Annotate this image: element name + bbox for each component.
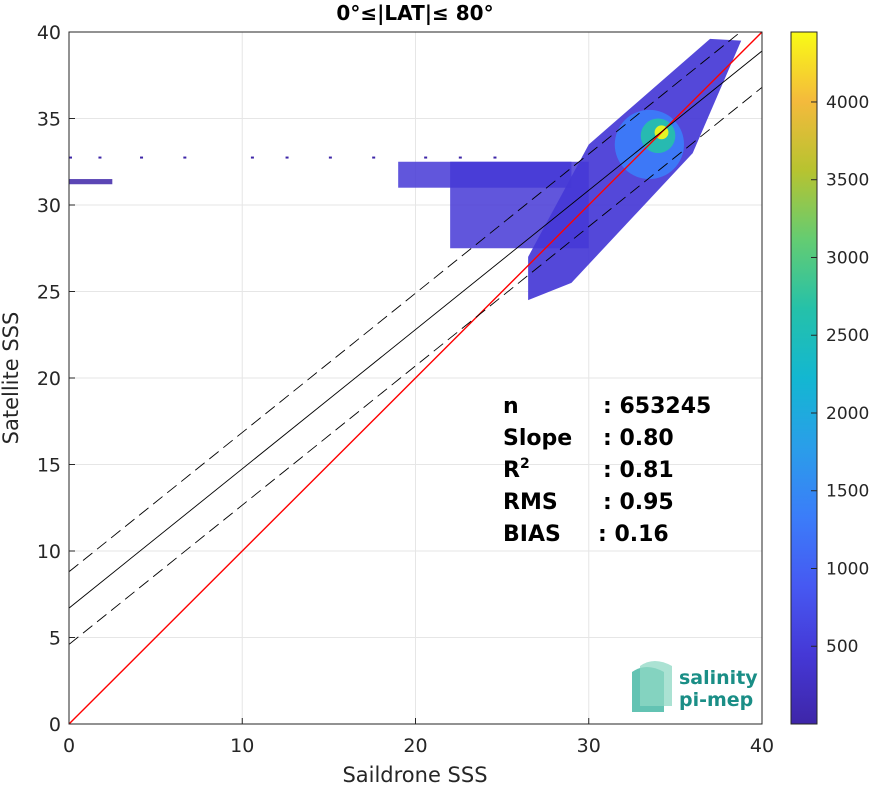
density-point	[183, 156, 187, 159]
density-point	[140, 156, 144, 159]
y-axis-label: Satellite SSS	[0, 312, 23, 445]
stat-value: : 0.81	[603, 458, 674, 483]
x-tick-label: 0	[63, 735, 75, 757]
y-tick-label: 15	[37, 455, 61, 477]
x-tick-label: 30	[577, 735, 601, 757]
stats-block: n : 653245 Slope : 0.80 R2 : 0.81 RMS : 0.95 BIA…	[503, 394, 711, 547]
colorbar-tick-label: 2000	[826, 404, 869, 424]
density-point	[69, 156, 72, 159]
density-point	[424, 156, 428, 159]
logo-line2: pi-mep	[679, 689, 753, 711]
density-strip	[398, 161, 572, 188]
density-point	[328, 156, 332, 159]
x-axis-label: Saildrone SSS	[342, 763, 487, 786]
y-tick-label: 10	[37, 541, 61, 563]
upper-bound-line	[69, 32, 742, 573]
colorbar-ticks: 500 1000 1500 2000 2500 3000 3500 4000	[811, 93, 869, 657]
lower-bound-line	[69, 87, 762, 645]
density-point	[458, 156, 462, 159]
stat-value: : 0.16	[598, 522, 669, 547]
stat-value: : 653245	[603, 394, 711, 419]
density-point	[372, 156, 376, 159]
y-tick-label: 20	[37, 368, 61, 390]
colorbar-tick-label: 3000	[826, 248, 869, 268]
y-tick-labels: 0 5 10 15 20 25 30 35 40	[37, 22, 75, 736]
y-tick-label: 40	[37, 22, 61, 44]
stat-value: : 0.95	[603, 490, 674, 515]
y-tick-label: 5	[49, 628, 61, 650]
y-tick-label: 25	[37, 282, 61, 304]
density-point	[250, 156, 254, 159]
y-tick-label: 0	[49, 714, 61, 736]
colorbar-tick-label: 500	[826, 637, 858, 657]
identity-line	[69, 32, 762, 724]
colorbar	[790, 31, 818, 725]
x-tick-label: 40	[750, 735, 774, 757]
colorbar-tick-label: 1000	[826, 559, 869, 579]
x-tick-labels: 0 10 20 30 40	[63, 718, 774, 757]
stat-label: n	[503, 394, 519, 419]
salinity-pi-mep-logo: salinity pi-mep	[632, 661, 758, 712]
colorbar-tick-label: 1500	[826, 482, 869, 502]
density-strip	[69, 179, 113, 185]
fit-lines	[69, 32, 762, 724]
density-point	[493, 156, 497, 159]
stat-label: R2	[503, 456, 530, 483]
logo-line1: salinity	[679, 667, 758, 689]
stat-label: Slope	[503, 426, 572, 451]
stat-value: : 0.80	[603, 426, 674, 451]
density-point	[285, 156, 289, 159]
logo-waves-icon-back	[640, 661, 672, 706]
colorbar-tick-label: 4000	[826, 93, 869, 113]
colorbar-tick-label: 3500	[826, 171, 869, 191]
colorbar-tick-label: 2500	[826, 326, 869, 346]
stat-label: RMS	[503, 490, 558, 515]
y-tick-label: 35	[37, 109, 61, 131]
regression-line	[69, 50, 762, 609]
y-tick-label: 30	[37, 195, 61, 217]
x-tick-label: 20	[403, 735, 427, 757]
x-tick-label: 10	[230, 735, 254, 757]
density-point	[98, 156, 102, 159]
stat-label: BIAS	[503, 522, 561, 547]
chart-title: 0°≤|LAT|≤ 80°	[336, 1, 493, 25]
